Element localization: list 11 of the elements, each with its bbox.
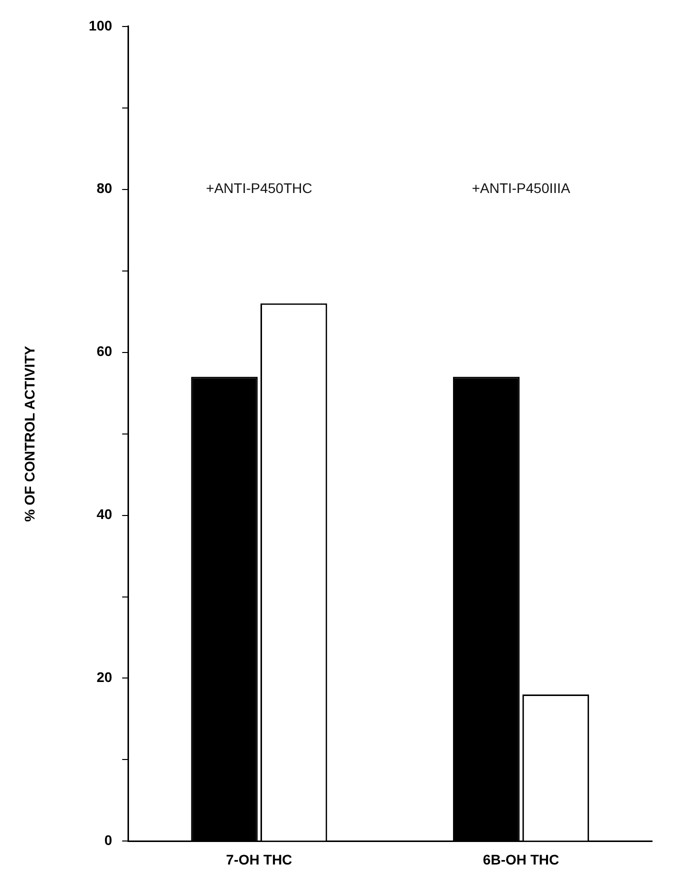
y-axis-title: % OF CONTROL ACTIVITY xyxy=(21,345,38,522)
annotation: +ANTI-P450THC xyxy=(206,180,312,196)
x-tick-label: 6B-OH THC xyxy=(482,851,560,868)
y-tick-label: 80 xyxy=(96,180,112,196)
x-tick-label: 7-OH THC xyxy=(226,851,292,868)
y-tick-label: 0 xyxy=(104,832,112,848)
y-tick-label: 100 xyxy=(88,17,112,34)
annotation: +ANTI-P450IIIA xyxy=(472,180,571,196)
y-tick-label: 40 xyxy=(96,506,112,522)
y-tick-label: 20 xyxy=(96,669,112,686)
y-tick-label: 60 xyxy=(96,343,112,360)
